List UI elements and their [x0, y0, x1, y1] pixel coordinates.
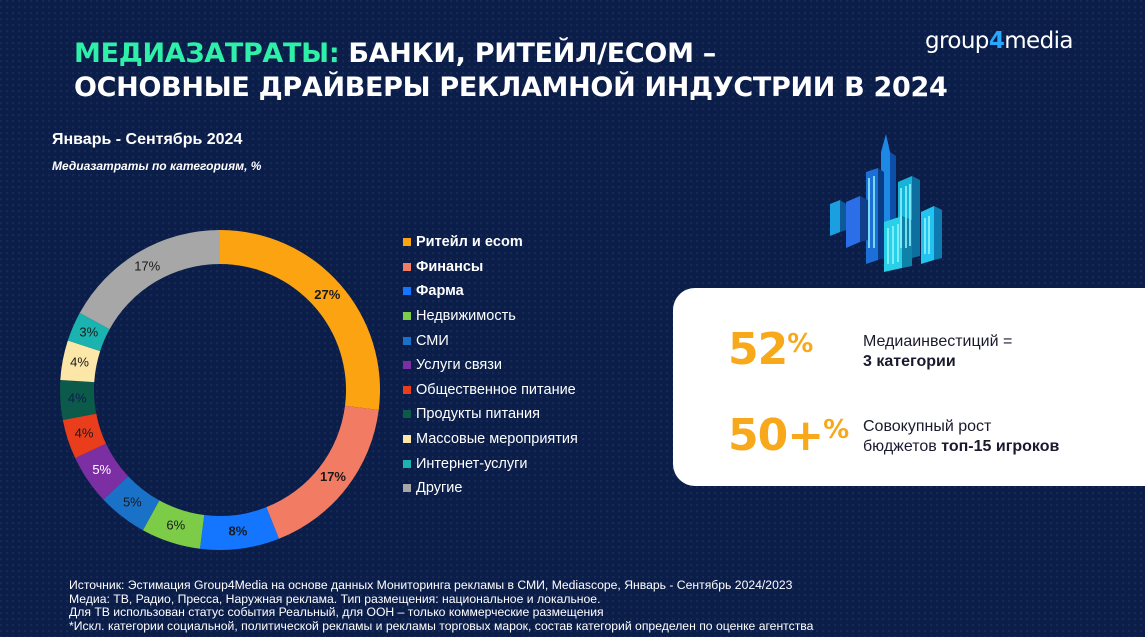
slice-value-label: 27%: [314, 287, 340, 302]
footnote-line: Для ТВ использован статус события Реальн…: [69, 605, 604, 620]
kpi-text-2: Совокупный рост бюджетов топ-15 игроков: [863, 418, 1060, 455]
kpi-value-2: 50+%: [728, 410, 849, 461]
donut-chart: 27% 17% 8% 6% 5% 5% 4% 4% 4% 3% 17%: [60, 230, 380, 550]
legend-label: СМИ: [416, 332, 449, 349]
kpi-text-1: Медиаинвестиций = 3 категории: [863, 333, 1013, 370]
donut-slice-2: [199, 507, 279, 550]
legend-label: Недвижимость: [416, 308, 516, 325]
legend-label: Интернет-услуги: [416, 455, 528, 472]
legend-swatch: [403, 312, 411, 321]
title-line-2: ОСНОВНЫЕ ДРАЙВЕРЫ РЕКЛАМНОЙ ИНДУСТРИИ В …: [74, 72, 948, 103]
legend-swatch: [403, 410, 411, 419]
legend-item: Услуги связи: [403, 353, 578, 378]
title-line1-rest: БАНКИ, РИТЕЙЛ/ECOM –: [339, 38, 716, 69]
legend-swatch: [403, 459, 411, 468]
isometric-city-illustration: [830, 134, 942, 272]
legend-label: Общественное питание: [416, 381, 576, 398]
donut-slice-9: [67, 312, 110, 352]
slice-value-label: 8%: [229, 523, 248, 538]
title-line-1: МЕДИАЗАТРАТЫ: БАНКИ, РИТЕЙЛ/ECOM –: [74, 37, 947, 71]
legend-swatch: [403, 484, 411, 493]
legend-item: Недвижимость: [403, 304, 578, 329]
slice-value-label: 4%: [75, 426, 94, 441]
legend-label: Другие: [416, 480, 463, 497]
legend-label: Ритейл и ecom: [416, 234, 523, 251]
legend-swatch: [403, 361, 411, 370]
kpi-card: 52% Медиаинвестиций = 3 категории 50+% С…: [673, 288, 1145, 486]
legend-item: СМИ: [403, 328, 578, 353]
chart-subtitle: Медиазатраты по категориям, %: [52, 159, 262, 173]
legend-swatch: [403, 336, 411, 345]
kpi-value-1: 52%: [728, 324, 813, 375]
legend-swatch: [403, 385, 411, 394]
page-title: МЕДИАЗАТРАТЫ: БАНКИ, РИТЕЙЛ/ECOM – ОСНОВ…: [74, 37, 948, 105]
donut-slice-8: [60, 340, 101, 383]
legend-item: Фарма: [403, 279, 578, 304]
donut-slice-6: [62, 413, 106, 459]
legend-label: Продукты питания: [416, 406, 540, 423]
footnote-line: Медиа: ТВ, Радио, Пресса, Наружная рекла…: [69, 591, 601, 606]
legend-item: Интернет-услуги: [403, 451, 578, 476]
slice-value-label: 17%: [320, 469, 346, 484]
legend-item: Массовые мероприятия: [403, 427, 578, 452]
legend-item: Ритейл и ecom: [403, 230, 578, 255]
legend-item: Другие: [403, 476, 578, 501]
footnote-line: *Искл. категории социальной, политическо…: [69, 618, 814, 633]
slice-value-label: 4%: [70, 355, 89, 370]
legend-item: Общественное питание: [403, 378, 578, 403]
slice-value-label: 17%: [134, 258, 160, 273]
legend-label: Финансы: [416, 258, 484, 275]
donut-slice-1: [266, 405, 379, 539]
legend-item: Финансы: [403, 255, 578, 280]
period-label: Январь - Сентябрь 2024: [52, 131, 243, 148]
legend-swatch: [403, 238, 411, 247]
donut-slice-3: [142, 500, 205, 549]
donut-slice-0: [220, 230, 380, 411]
group4media-logo: group4media: [925, 28, 1073, 54]
legend-swatch: [403, 262, 411, 271]
donut-slice-4: [103, 476, 160, 531]
legend-label: Массовые мероприятия: [416, 431, 578, 448]
legend-item: Продукты питания: [403, 402, 578, 427]
chart-legend: Ритейл и ecom Финансы Фарма Недвижимость СМИ…: [403, 230, 578, 501]
footnote-line: Источник: Эстимация Group4Media на основ…: [69, 578, 793, 592]
donut-slice-5: [75, 443, 129, 500]
source-footnote: Источник: Эстимация Group4Media на основ…: [69, 578, 814, 633]
legend-label: Услуги связи: [416, 357, 503, 374]
donut-slice-10: [79, 230, 221, 330]
legend-swatch: [403, 435, 411, 444]
title-accent: МЕДИАЗАТРАТЫ:: [74, 38, 340, 69]
slice-value-label: 5%: [92, 462, 111, 477]
slice-value-label: 5%: [123, 494, 142, 509]
legend-label: Фарма: [416, 283, 464, 300]
slice-value-label: 4%: [68, 390, 87, 405]
slice-value-label: 3%: [79, 325, 98, 340]
donut-slice-7: [60, 379, 97, 420]
legend-swatch: [403, 287, 411, 296]
slice-value-label: 6%: [166, 517, 185, 532]
city-building-icons: [830, 134, 942, 272]
